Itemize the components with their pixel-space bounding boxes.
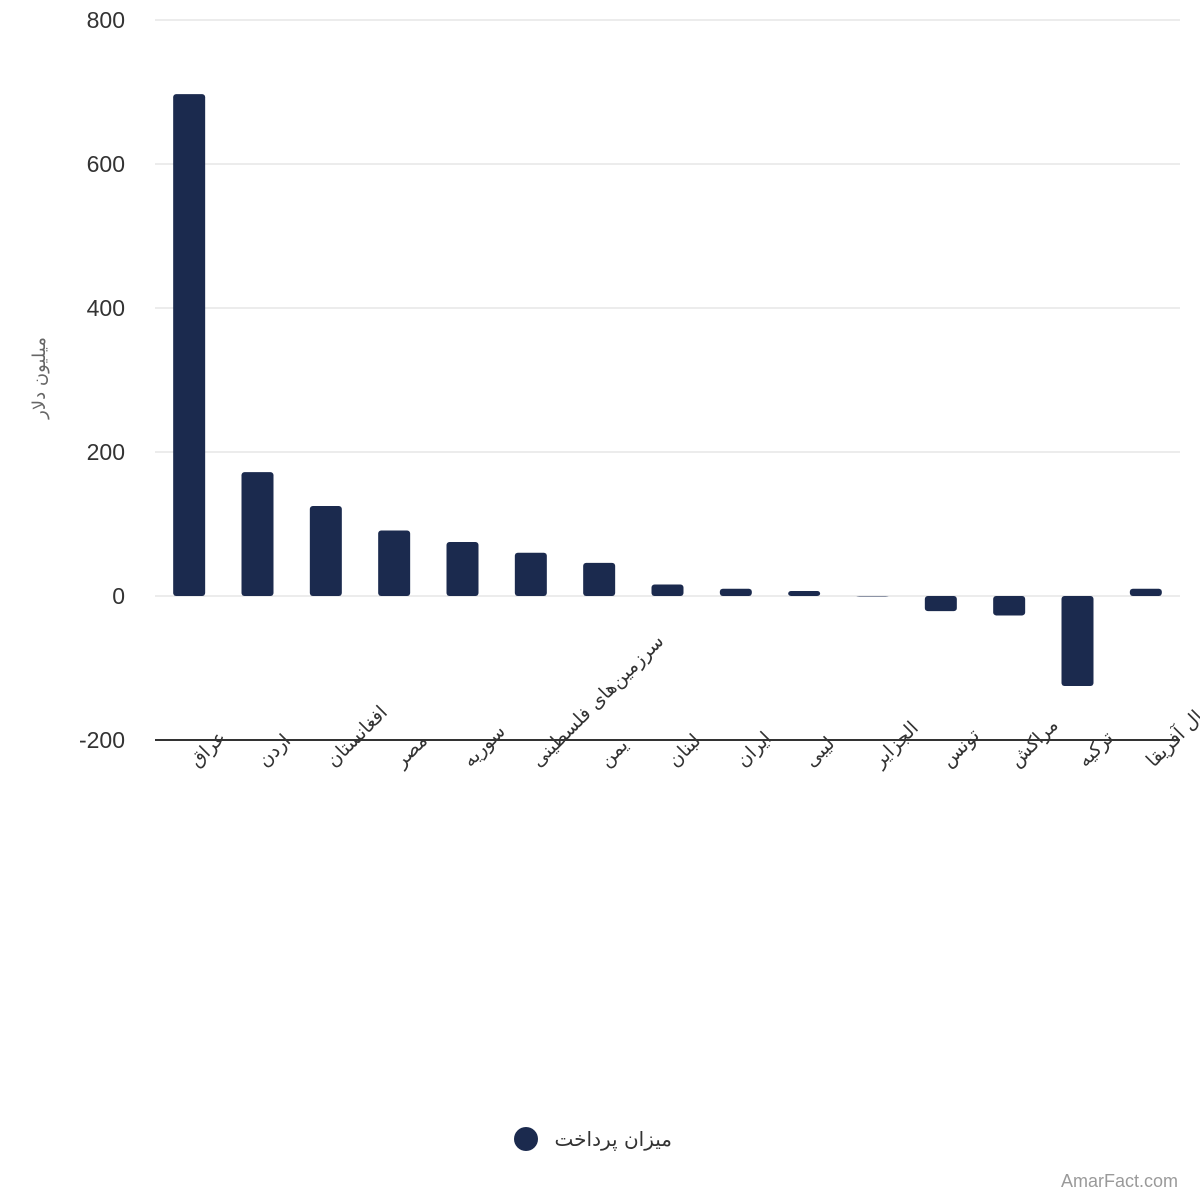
y-tick-label: -200 xyxy=(79,727,125,753)
legend-marker xyxy=(514,1127,538,1151)
y-axis-ticks: 800 600 400 200 0 -200 xyxy=(79,7,125,753)
bar[interactable] xyxy=(924,596,957,612)
x-tick-label: ترکیه xyxy=(1073,727,1117,771)
legend-label: میزان پرداخت xyxy=(555,1127,672,1152)
x-tick-label: تونس xyxy=(937,724,984,771)
x-tick-label: سوریه xyxy=(458,720,509,771)
bar[interactable] xyxy=(514,552,547,596)
x-tick-label: ایران xyxy=(732,727,776,771)
y-tick-label: 600 xyxy=(87,151,125,177)
bar[interactable] xyxy=(788,590,821,596)
grid-lines xyxy=(155,19,1180,741)
bar[interactable] xyxy=(1129,588,1162,596)
bar[interactable] xyxy=(309,506,342,596)
x-tick-label: مراکش xyxy=(1005,714,1062,771)
bar[interactable] xyxy=(856,596,889,597)
x-tick-label: لبنان xyxy=(663,730,705,772)
bars xyxy=(173,94,1162,686)
x-tick-label: افغانستان xyxy=(322,702,392,772)
legend[interactable]: میزان پرداخت xyxy=(514,1127,672,1152)
y-tick-label: 800 xyxy=(87,7,125,33)
watermark: AmarFact.com xyxy=(1060,1171,1178,1191)
x-tick-label: چندین کشور در خاورمیانه و شمال آفریقا xyxy=(1140,528,1200,771)
x-tick-label: لیبی xyxy=(800,733,839,772)
bar[interactable] xyxy=(583,562,616,596)
bar[interactable] xyxy=(241,472,274,596)
y-tick-label: 200 xyxy=(87,439,125,465)
x-tick-label: عراق xyxy=(185,726,230,771)
bar[interactable] xyxy=(1061,596,1094,686)
x-tick-label: مصر xyxy=(389,730,432,773)
y-axis-label: میلیون دلار xyxy=(29,337,50,420)
x-tick-label: سرزمین‌های فلسطینی xyxy=(527,630,668,771)
bar[interactable] xyxy=(651,584,684,596)
x-tick-label: الجزایر xyxy=(868,717,923,772)
y-tick-label: 0 xyxy=(112,583,125,609)
bar[interactable] xyxy=(173,94,206,596)
bar[interactable] xyxy=(719,588,752,596)
x-tick-label: اردن xyxy=(253,730,295,772)
y-tick-label: 400 xyxy=(87,295,125,321)
bar[interactable] xyxy=(993,596,1026,616)
bar[interactable] xyxy=(378,530,411,596)
bar[interactable] xyxy=(446,542,479,596)
